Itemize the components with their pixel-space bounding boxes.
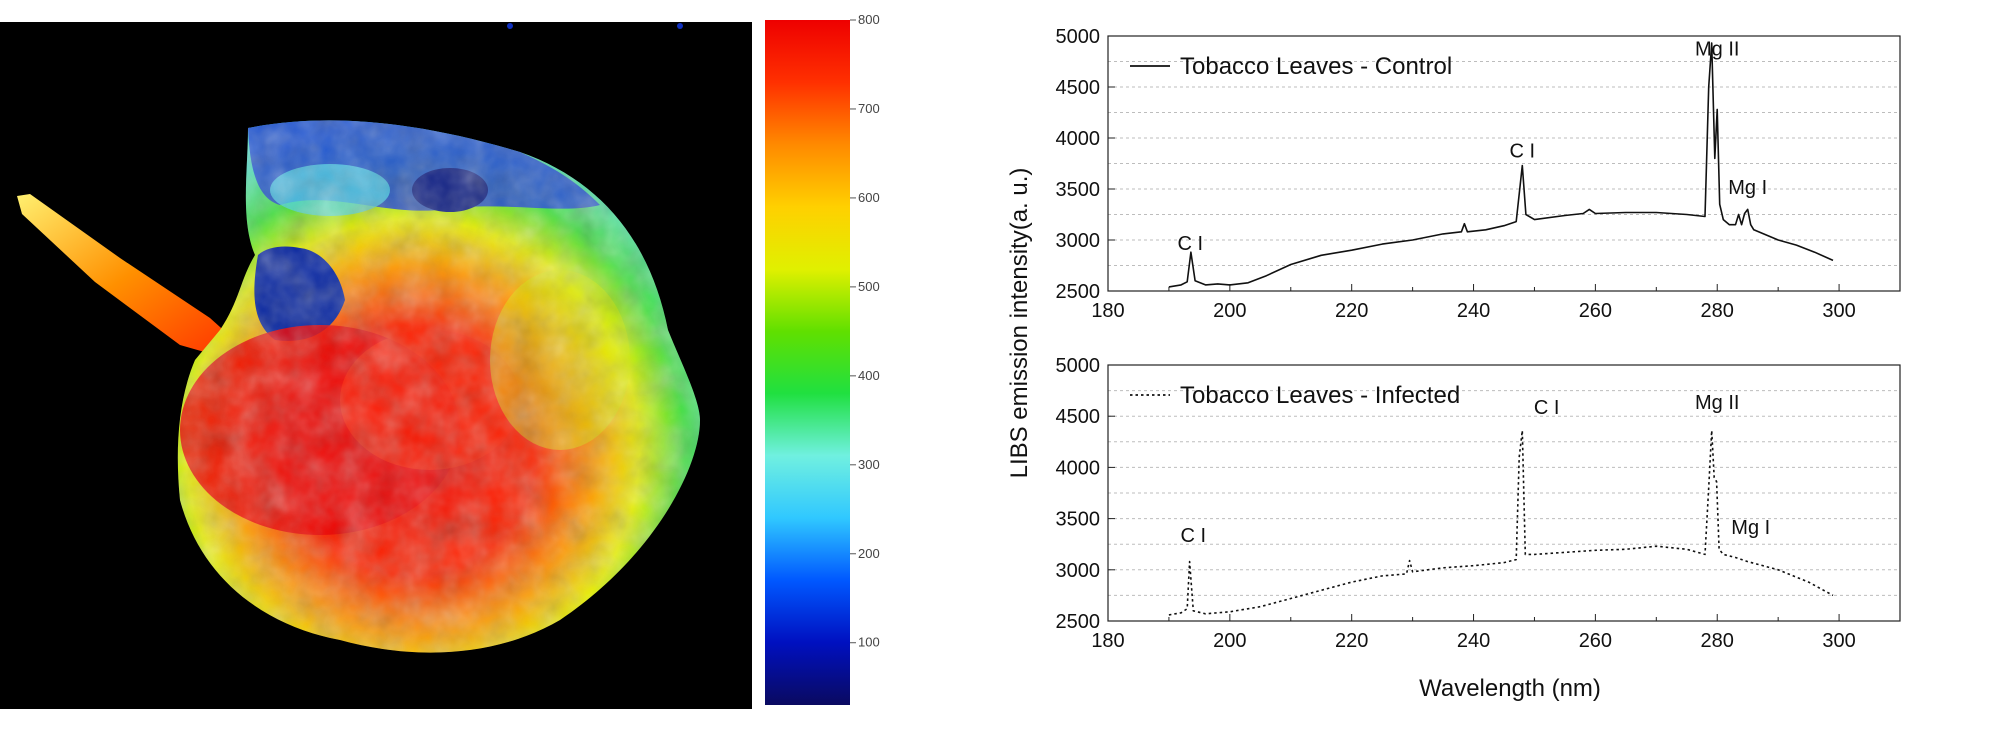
plot-frame: [1107, 35, 1901, 292]
x-tick-label: 220: [1335, 630, 1368, 652]
y-tick-label: 3500: [1056, 179, 1101, 201]
y-axis-title: LIBS emission intensity(a. u.): [1006, 168, 1033, 479]
plot-frame: [1107, 364, 1901, 622]
x-axis-title: Wavelength (nm): [1419, 675, 1601, 702]
colorbar-tick-label: 100: [858, 635, 880, 650]
peak-annotation: C I: [1509, 140, 1535, 162]
x-tick-label: 240: [1457, 300, 1490, 322]
peak-annotation: C I: [1177, 233, 1203, 255]
x-tick-label: 180: [1091, 630, 1124, 652]
spectrum-plot-infected: 180 200 220 240 260 280 300 2500 3000 3500 4000 450…: [1056, 355, 1901, 652]
colorbar-ticks: 800 700 600 500 400 300 200 100: [850, 12, 880, 650]
thermal-image: [0, 22, 752, 709]
top-specks: [507, 23, 683, 29]
y-tick-label: 3000: [1056, 230, 1101, 252]
x-tick-label: 220: [1335, 300, 1368, 322]
y-tick-label: 4000: [1056, 128, 1101, 150]
colorbar-tick-label: 500: [858, 279, 880, 294]
y-tick-label: 3500: [1056, 509, 1101, 531]
y-tick-label: 3000: [1056, 560, 1101, 582]
x-tick-label: 300: [1822, 630, 1855, 652]
x-tick-label: 260: [1579, 300, 1612, 322]
legend-label: Tobacco Leaves - Infected: [1180, 382, 1460, 409]
colorbar-gradient: [765, 20, 850, 705]
y-tick-label: 2500: [1056, 281, 1101, 303]
series-line: [1168, 429, 1834, 616]
colorbar-tick-label: 800: [858, 12, 880, 27]
x-tick-label: 300: [1822, 300, 1855, 322]
x-tick-label: 200: [1213, 300, 1246, 322]
x-tick-label: 280: [1701, 300, 1734, 322]
x-tick-label: 180: [1091, 300, 1124, 322]
leaf: [17, 120, 701, 653]
x-tick-label: 200: [1213, 630, 1246, 652]
peak-annotation: Mg I: [1728, 177, 1767, 199]
y-tick-label: 2500: [1056, 611, 1101, 633]
y-tick-label: 5000: [1056, 26, 1101, 48]
x-tick-label: 240: [1457, 630, 1490, 652]
colorbar-tick-label: 200: [858, 546, 880, 561]
spectrum-plot-control: 180 200 220 240 260 280 300 2500 3000 3500 4000 450…: [1056, 26, 1901, 322]
colorbar-tick-label: 600: [858, 190, 880, 205]
series-line: [1168, 42, 1834, 288]
peak-annotation: C I: [1534, 397, 1560, 419]
peak-annotation: Mg II: [1695, 392, 1739, 414]
colorbar-tick-label: 700: [858, 101, 880, 116]
legend-label: Tobacco Leaves - Control: [1180, 53, 1452, 80]
x-tick-label: 280: [1701, 630, 1734, 652]
colorbar-tick-label: 300: [858, 457, 880, 472]
peak-annotation: Mg II: [1695, 38, 1739, 60]
peak-annotation: Mg I: [1731, 517, 1770, 539]
x-tick-label: 260: [1579, 630, 1612, 652]
y-tick-label: 5000: [1056, 355, 1101, 377]
peak-annotation: C I: [1181, 525, 1207, 547]
y-tick-label: 4500: [1056, 77, 1101, 99]
colorbar-tick-label: 400: [858, 368, 880, 383]
y-tick-label: 4500: [1056, 406, 1101, 428]
colorbar: 800 700 600 500 400 300 200 100: [765, 12, 880, 705]
leaf-stem: [17, 194, 240, 355]
y-tick-label: 4000: [1056, 457, 1101, 479]
